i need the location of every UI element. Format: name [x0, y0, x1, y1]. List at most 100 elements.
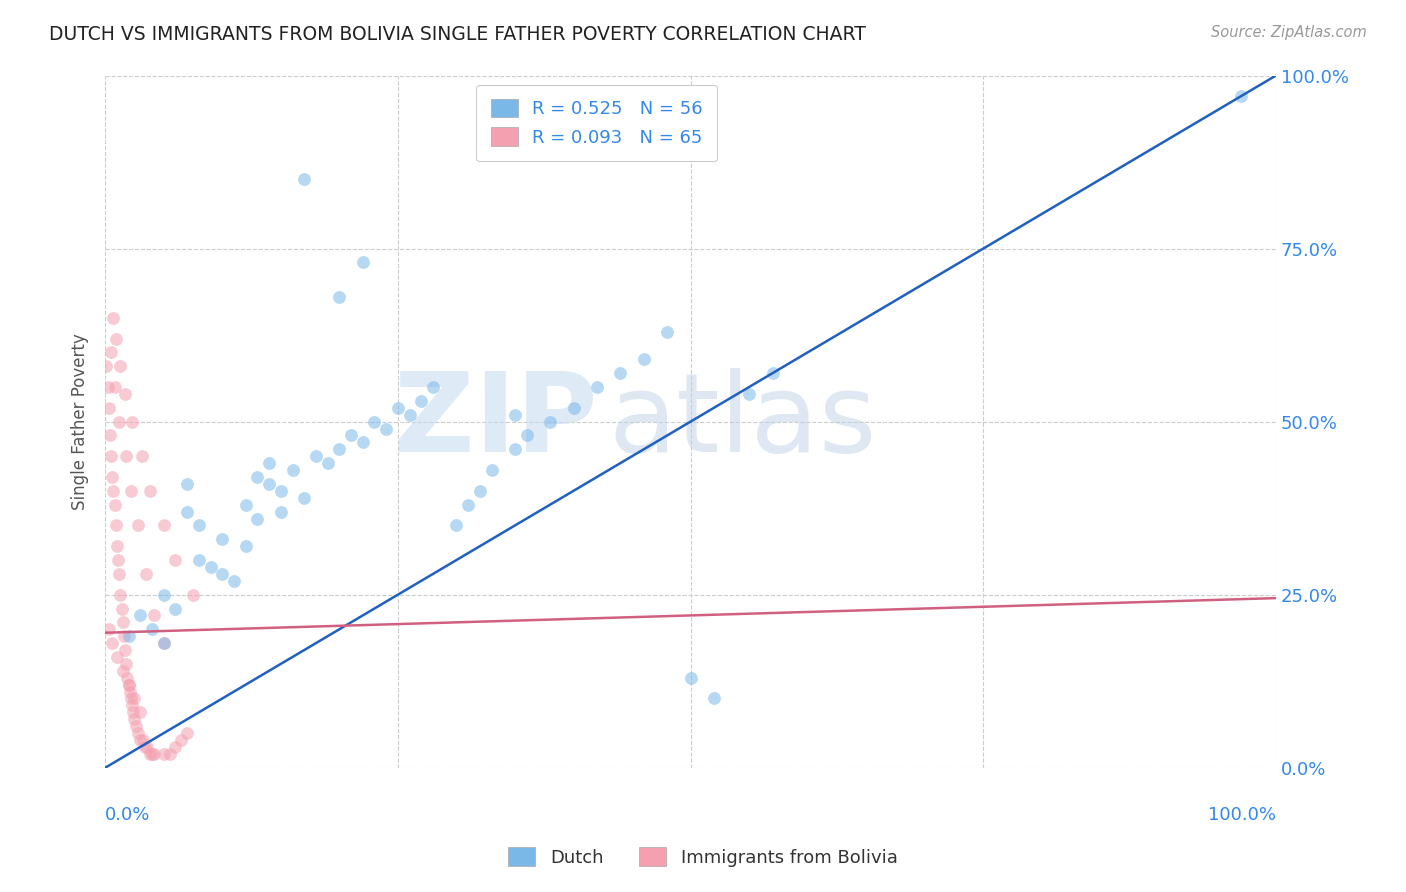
- Point: [143, 747, 166, 761]
- Point: [328, 442, 350, 457]
- Point: [398, 408, 420, 422]
- Point: [562, 401, 585, 415]
- Point: [387, 401, 409, 415]
- Point: [1230, 89, 1253, 103]
- Point: [100, 345, 122, 359]
- Point: [120, 691, 142, 706]
- Point: [138, 747, 160, 761]
- Legend: Dutch, Immigrants from Bolivia: Dutch, Immigrants from Bolivia: [501, 840, 905, 874]
- Point: [103, 483, 125, 498]
- Point: [187, 553, 209, 567]
- Point: [124, 712, 146, 726]
- Y-axis label: Single Father Poverty: Single Father Poverty: [72, 334, 89, 510]
- Point: [108, 415, 131, 429]
- Point: [246, 470, 269, 484]
- Point: [135, 566, 157, 581]
- Point: [127, 518, 149, 533]
- Point: [108, 566, 131, 581]
- Point: [134, 739, 156, 754]
- Point: [211, 533, 233, 547]
- Point: [257, 456, 280, 470]
- Point: [117, 629, 139, 643]
- Point: [117, 671, 139, 685]
- Point: [270, 483, 292, 498]
- Point: [305, 449, 328, 463]
- Point: [98, 428, 121, 442]
- Point: [176, 476, 198, 491]
- Point: [352, 435, 374, 450]
- Point: [352, 255, 374, 269]
- Legend: R = 0.525   N = 56, R = 0.093   N = 65: R = 0.525 N = 56, R = 0.093 N = 65: [477, 85, 717, 161]
- Point: [703, 691, 725, 706]
- Point: [222, 574, 245, 588]
- Point: [131, 449, 153, 463]
- Point: [127, 726, 149, 740]
- Point: [110, 601, 132, 615]
- Point: [281, 463, 304, 477]
- Point: [503, 442, 526, 457]
- Point: [112, 629, 135, 643]
- Point: [122, 706, 145, 720]
- Text: 0.0%: 0.0%: [105, 805, 150, 824]
- Point: [375, 421, 398, 435]
- Point: [457, 498, 479, 512]
- Point: [246, 511, 269, 525]
- Point: [679, 671, 702, 685]
- Point: [121, 415, 143, 429]
- Point: [446, 518, 468, 533]
- Point: [141, 622, 163, 636]
- Point: [481, 463, 503, 477]
- Point: [159, 747, 181, 761]
- Point: [96, 359, 118, 374]
- Point: [211, 566, 233, 581]
- Point: [738, 387, 761, 401]
- Point: [124, 719, 146, 733]
- Point: [633, 352, 655, 367]
- Point: [115, 657, 138, 671]
- Point: [129, 608, 152, 623]
- Point: [586, 380, 609, 394]
- Point: [101, 470, 124, 484]
- Point: [104, 518, 127, 533]
- Point: [181, 588, 204, 602]
- Text: DUTCH VS IMMIGRANTS FROM BOLIVIA SINGLE FATHER POVERTY CORRELATION CHART: DUTCH VS IMMIGRANTS FROM BOLIVIA SINGLE …: [49, 25, 866, 44]
- Point: [176, 505, 198, 519]
- Point: [129, 706, 152, 720]
- Point: [129, 733, 152, 747]
- Point: [152, 747, 174, 761]
- Point: [503, 408, 526, 422]
- Point: [131, 733, 153, 747]
- Point: [187, 518, 209, 533]
- Point: [538, 415, 561, 429]
- Point: [609, 366, 631, 380]
- Point: [165, 739, 187, 754]
- Text: ZIP: ZIP: [394, 368, 598, 475]
- Point: [270, 505, 292, 519]
- Point: [115, 449, 138, 463]
- Point: [105, 649, 128, 664]
- Point: [235, 539, 257, 553]
- Point: [110, 359, 132, 374]
- Point: [170, 733, 193, 747]
- Point: [152, 636, 174, 650]
- Point: [165, 601, 187, 615]
- Point: [136, 739, 159, 754]
- Point: [111, 664, 134, 678]
- Point: [200, 560, 222, 574]
- Point: [124, 691, 146, 706]
- Text: atlas: atlas: [609, 368, 877, 475]
- Point: [516, 428, 538, 442]
- Text: Source: ZipAtlas.com: Source: ZipAtlas.com: [1211, 25, 1367, 40]
- Point: [152, 588, 174, 602]
- Point: [101, 636, 124, 650]
- Point: [114, 387, 136, 401]
- Point: [143, 608, 166, 623]
- Point: [117, 678, 139, 692]
- Point: [104, 332, 127, 346]
- Point: [107, 553, 129, 567]
- Point: [110, 588, 132, 602]
- Point: [411, 393, 433, 408]
- Point: [97, 401, 120, 415]
- Point: [103, 310, 125, 325]
- Point: [340, 428, 363, 442]
